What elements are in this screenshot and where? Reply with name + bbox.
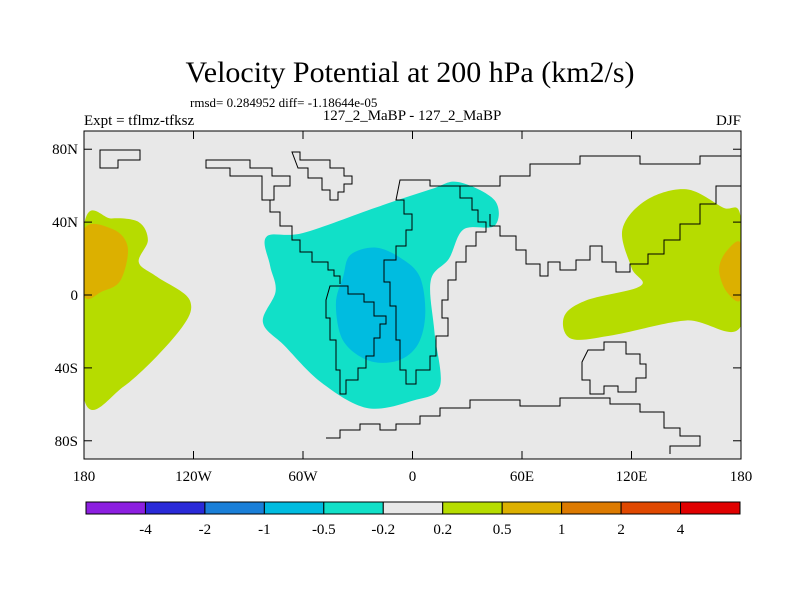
coastline-greenland (291, 151, 353, 201)
colorbar-swatch (323, 501, 384, 515)
contour-region-east-core (719, 241, 741, 302)
colorbar-label: -4 (139, 522, 152, 538)
y-axis: 80N 40N 0 40S 80S (52, 142, 741, 450)
colorbar-label: -0.5 (312, 522, 336, 538)
colorbar-swatch (85, 501, 146, 515)
colorbar-label: -1 (258, 522, 271, 538)
left-label: Expt = tflmz-tfksz (84, 113, 194, 129)
x-tick-label: 180 (73, 469, 96, 485)
y-tick-label: 0 (71, 288, 79, 304)
x-tick-label: 120W (175, 469, 213, 485)
x-tick-label: 60W (288, 469, 318, 485)
colorbar-label: 4 (677, 522, 685, 538)
colorbar-swatch (204, 501, 265, 515)
colorbar-swatch (263, 501, 325, 515)
chart-title: Velocity Potential at 200 hPa (km2/s) (185, 56, 634, 89)
colorbar-label: 0.5 (493, 522, 512, 538)
coastline-antarctica (326, 397, 701, 454)
colorbar-swatch (680, 501, 741, 515)
x-tick-label: 60E (510, 469, 534, 485)
colorbar-label: -2 (199, 522, 212, 538)
colorbar-label: 0.2 (433, 522, 452, 538)
contour-region-central-core (335, 247, 426, 363)
colorbar: -4 -2 -1 -0.5 -0.2 0.2 0.5 1 2 4 (85, 501, 741, 538)
colorbar-swatch (382, 501, 444, 515)
contour-region-east-positive (562, 189, 741, 340)
colorbar-swatch (561, 501, 622, 515)
center-label: 127_2_MaBP - 127_2_MaBP (323, 108, 502, 124)
coastline-europe-africa (383, 179, 487, 385)
x-axis: 180 120W 60W 0 60E 120E 180 (73, 131, 753, 485)
coastline-north-america (262, 199, 341, 284)
y-tick-label: 40S (55, 361, 78, 377)
colorbar-swatch (501, 501, 563, 515)
colorbar-swatch (144, 501, 206, 515)
coastline-australia (581, 341, 647, 395)
colorbar-swatch (442, 501, 503, 515)
coastline-south-america (325, 285, 387, 395)
colorbar-label: -0.2 (371, 522, 395, 538)
colorbar-label: 2 (617, 522, 625, 538)
colorbar-swatch (620, 501, 682, 515)
x-tick-label: 180 (730, 469, 753, 485)
coastline-canada-arctic (99, 149, 291, 201)
contour-region-pacific-west-core (84, 223, 129, 300)
x-tick-label: 120E (616, 469, 648, 485)
colorbar-label: 1 (558, 522, 566, 538)
y-tick-label: 80N (52, 142, 78, 158)
right-label: DJF (716, 113, 741, 129)
stats-line: rmsd= 0.284952 diff= -1.18644e-05 (190, 95, 377, 110)
y-tick-label: 40N (52, 215, 78, 231)
map-plot-area (83, 130, 742, 460)
coastline-eurasia (450, 155, 741, 277)
y-tick-label: 80S (55, 434, 78, 450)
x-tick-label: 0 (409, 469, 417, 485)
coastline-outlines (99, 149, 741, 454)
